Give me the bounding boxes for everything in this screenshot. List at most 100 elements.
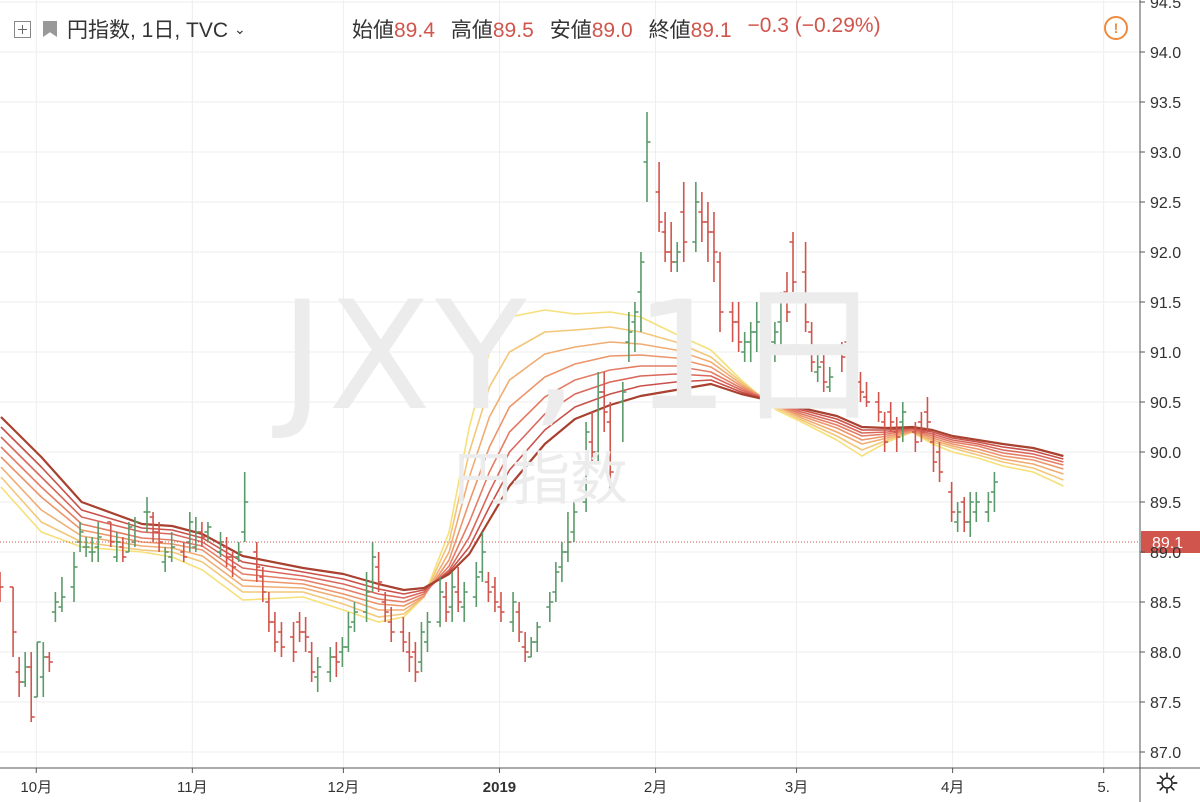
ma-line-6 <box>0 373 1064 599</box>
close-value: 89.1 <box>690 19 732 42</box>
y-tick-label: 92.5 <box>1150 195 1181 212</box>
x-tick-label: 5. <box>1097 779 1110 796</box>
ohlc-bar <box>948 482 956 522</box>
ohlc-bar <box>125 522 133 553</box>
ohlc-bar <box>600 372 608 432</box>
ohlc-bar <box>39 642 47 697</box>
expand-icon[interactable] <box>14 20 31 38</box>
ohlc-bar <box>45 652 53 672</box>
ohlc-bars <box>0 112 998 722</box>
ohlc-bar <box>369 542 377 592</box>
watermark-ticker: JXY, 1日 <box>280 270 888 444</box>
ohlc-bar <box>570 502 578 542</box>
ohlc-bar <box>929 432 937 472</box>
y-tick-label: 87.5 <box>1150 695 1181 712</box>
ohlc-bar <box>411 642 419 682</box>
y-tick-label: 93.5 <box>1150 95 1181 112</box>
open-label: 始値 <box>352 19 394 42</box>
y-tick-label: 89.5 <box>1150 495 1181 512</box>
ohlc-bar <box>9 586 17 657</box>
y-tick-label: 88.5 <box>1150 595 1181 612</box>
ohlc-bar <box>58 577 66 612</box>
ohlc-bar <box>314 657 322 692</box>
ohlc-bar <box>241 472 249 542</box>
moving-average-ribbon <box>0 309 1064 623</box>
ohlc-bar <box>838 342 846 372</box>
ohlc-bar <box>302 617 310 652</box>
ohlc-bar <box>472 562 480 607</box>
ohlc-bar <box>631 302 639 352</box>
y-tick-label: 89.0 <box>1150 545 1181 562</box>
ohlc-bar <box>235 542 243 562</box>
gear-icon[interactable] <box>1156 772 1178 794</box>
ohlc-bar <box>771 322 779 362</box>
ohlc-bar <box>655 162 663 232</box>
ohlc-bar <box>966 492 974 537</box>
ohlc-bar <box>296 612 304 642</box>
x-tick-label: 11月 <box>177 779 208 796</box>
ohlc-bar <box>460 582 468 622</box>
ohlc-bar <box>448 572 456 622</box>
ohlc-bar <box>344 612 352 652</box>
ohlc-bar <box>161 547 169 572</box>
ohlc-bar <box>0 572 4 602</box>
y-tick-label: 94.5 <box>1150 0 1181 12</box>
ohlc-bar <box>917 412 925 442</box>
chevron-down-icon[interactable]: ⌄ <box>234 20 246 37</box>
ohlc-bar <box>491 577 499 612</box>
ma-line-3 <box>0 341 1064 611</box>
ma-line-7 <box>0 379 1064 595</box>
ohlc-bar <box>33 641 41 698</box>
ohlc-bar <box>70 552 78 602</box>
ohlc-bar <box>936 442 944 482</box>
ma-line-8 <box>0 382 1064 592</box>
y-tick-label: 88.0 <box>1150 645 1181 662</box>
warning-icon[interactable]: ! <box>1104 16 1128 40</box>
ohlc-bar <box>168 532 176 562</box>
ohlc-bar <box>887 402 895 432</box>
open-readout: 始値89.4 <box>352 14 435 44</box>
y-tick-label: 87.0 <box>1150 745 1181 762</box>
ohlc-bar <box>143 497 151 532</box>
ma-line-5 <box>0 365 1064 603</box>
y-tick-label: 92.0 <box>1150 245 1181 262</box>
last-price-line: 89.1 <box>0 531 1200 553</box>
x-tick-label: 3月 <box>785 779 808 796</box>
ohlc-bar <box>643 112 651 202</box>
x-tick-label: 10月 <box>20 779 52 796</box>
ohlc-bar <box>552 562 560 602</box>
ohlc-bar <box>180 542 188 562</box>
ohlc-bar <box>564 512 572 562</box>
ohlc-bar <box>399 617 407 652</box>
ohlc-bar <box>119 537 127 562</box>
ohlc-bar <box>893 417 901 452</box>
ohlc-bar <box>15 657 23 697</box>
y-tick-label: 91.0 <box>1150 345 1181 362</box>
ohlc-bar <box>308 642 316 682</box>
symbol-info: 円指数, 1日, TVC ⌄ <box>14 14 246 44</box>
ohlc-bar <box>442 582 450 622</box>
ohlc-bar <box>290 622 298 662</box>
low-readout: 安値89.0 <box>550 14 633 44</box>
ohlc-bar <box>94 522 102 562</box>
x-tick-label: 12月 <box>328 779 360 796</box>
ohlc-bar <box>911 422 919 452</box>
ohlc-bar <box>423 612 431 652</box>
watermark-name: 円指数 <box>454 445 629 513</box>
last-price-badge <box>1141 531 1200 553</box>
ohlc-bar <box>844 322 852 362</box>
ohlc-bar <box>497 592 505 622</box>
ohlc-bar <box>204 522 212 542</box>
symbol-title[interactable]: 円指数, 1日, TVC <box>67 19 229 42</box>
ohlc-bar <box>881 412 889 452</box>
chart-header: 円指数, 1日, TVC ⌄ 始値89.4 高値89.5 安値89.0 終値89… <box>0 0 1140 60</box>
ohlc-bar <box>417 622 425 672</box>
y-tick-label: 94.0 <box>1150 45 1181 62</box>
ohlc-bar <box>802 242 810 332</box>
close-readout: 終値89.1 <box>649 14 732 44</box>
ohlc-bar <box>277 622 285 657</box>
ohlc-bar <box>692 182 700 252</box>
ohlc-bar <box>753 302 761 352</box>
